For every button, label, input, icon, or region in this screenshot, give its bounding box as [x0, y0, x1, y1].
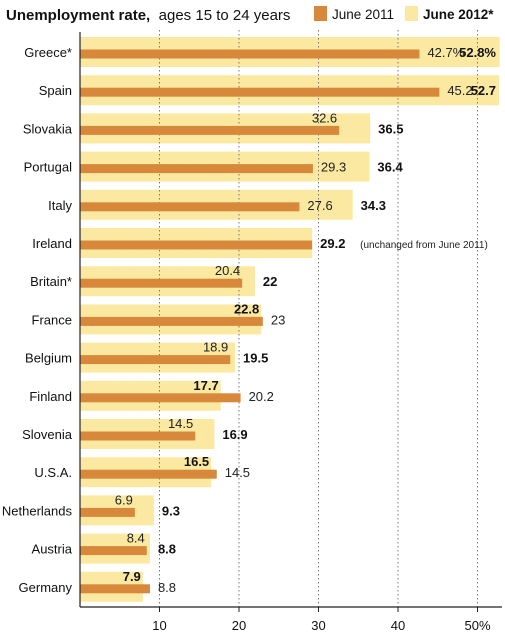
tick-label-40: 40: [391, 618, 405, 633]
bar-2011-u-s-a: [80, 469, 217, 479]
bar-2011-greece: [80, 49, 420, 59]
chart-title: Unemployment rate, ages 15 to 24 years: [6, 7, 290, 24]
legend-swatch-june-2012: [405, 6, 418, 21]
category-label-slovenia: Slovenia: [22, 427, 73, 442]
bar-2011-netherlands: [80, 507, 135, 517]
value-label-2011-u-s-a: 14.5: [225, 465, 250, 480]
value-label-2011-france: 23: [271, 312, 285, 327]
value-label-2011-britain: 20.4: [215, 263, 240, 278]
bar-2011-spain: [80, 87, 440, 97]
category-label-portugal: Portugal: [24, 160, 73, 175]
value-label-2012-slovenia: 16.9: [222, 427, 247, 442]
category-label-france: France: [32, 312, 72, 327]
tick-label-50: 50%: [464, 618, 490, 633]
value-label-2012-slovakia: 36.5: [378, 121, 403, 136]
value-label-2012-ireland: 29.2: [320, 236, 345, 251]
value-label-2011-finland: 20.2: [249, 389, 274, 404]
value-label-2012-netherlands: 9.3: [162, 503, 180, 518]
chart-title-bold: Unemployment rate,: [6, 7, 150, 24]
annotation-ireland: (unchanged from June 2011): [360, 240, 488, 251]
tick-label-30: 30: [311, 618, 325, 633]
bar-2011-slovakia: [80, 125, 340, 135]
value-label-2011-portugal: 29.3: [321, 160, 346, 175]
value-label-2011-germany: 8.8: [158, 580, 176, 595]
category-label-austria: Austria: [32, 542, 73, 557]
category-label-britain: Britain*: [30, 274, 72, 289]
value-label-2011-spain: 45.2: [447, 83, 472, 98]
bar-2011-france: [80, 316, 263, 326]
value-label-2012-france: 22.8: [234, 301, 259, 316]
value-label-2012-finland: 17.7: [193, 378, 218, 393]
value-label-2011-greece: 42.7%: [427, 45, 464, 60]
category-label-greece: Greece*: [24, 45, 72, 60]
tick-label-10: 10: [152, 618, 166, 633]
value-label-2011-slovenia: 14.5: [168, 416, 193, 431]
value-label-2012-italy: 34.3: [361, 198, 386, 213]
value-labels: 52.8%42.7% 52.745.2 36.5 32.6 36.4 29.3 34.3 27…: [115, 45, 497, 595]
category-label-finland: Finland: [29, 389, 72, 404]
x-axis-ticks: 10 20 30 40 50%: [152, 607, 491, 633]
category-label-u-s-a: U.S.A.: [34, 465, 72, 480]
bar-2011-germany: [80, 584, 150, 594]
value-label-2012-belgium: 19.5: [243, 351, 268, 366]
category-label-belgium: Belgium: [25, 351, 72, 366]
value-label-2011-austria: 8.4: [127, 531, 145, 546]
legend-swatch-june-2011: [314, 6, 327, 21]
category-label-netherlands: Netherlands: [2, 503, 73, 518]
value-label-2012-portugal: 36.4: [377, 160, 403, 175]
bar-2011-austria: [80, 546, 147, 556]
category-label-slovakia: Slovakia: [23, 121, 73, 136]
category-label-spain: Spain: [39, 83, 72, 98]
value-label-2011-belgium: 18.9: [203, 340, 228, 355]
legend: June 2011 June 2012*: [314, 6, 494, 22]
bar-2011-portugal: [80, 164, 313, 174]
value-label-2012-austria: 8.8: [158, 542, 176, 557]
tick-label-20: 20: [232, 618, 246, 633]
category-label-ireland: Ireland: [32, 236, 72, 251]
value-label-2011-italy: 27.6: [307, 198, 332, 213]
bar-2011-britain: [80, 278, 243, 288]
value-label-2012-britain: 22: [263, 274, 277, 289]
bars-june-2011: [80, 49, 440, 594]
bar-2011-slovenia: [80, 431, 196, 441]
legend-label-june-2012: June 2012*: [423, 7, 494, 22]
bar-2011-finland: [80, 393, 241, 403]
chart-title-rest: ages 15 to 24 years: [159, 7, 291, 24]
value-label-2012-greece: 52.8%: [459, 45, 496, 60]
value-label-2012-u-s-a: 16.5: [184, 454, 209, 469]
bar-2011-italy: [80, 202, 300, 212]
category-label-germany: Germany: [19, 580, 73, 595]
bar-2011-belgium: [80, 355, 231, 365]
value-label-2012-germany: 7.9: [123, 569, 141, 584]
value-label-2012-spain: 52.7: [471, 83, 496, 98]
category-labels: Greece* Spain Slovakia Portugal Italy Ireland…: [2, 45, 73, 595]
bar-2011-ireland: [80, 240, 313, 250]
value-label-2011-slovakia: 32.6: [312, 110, 337, 125]
value-label-2011-netherlands: 6.9: [115, 492, 133, 507]
category-label-italy: Italy: [48, 198, 72, 213]
legend-label-june-2011: June 2011: [332, 7, 394, 22]
